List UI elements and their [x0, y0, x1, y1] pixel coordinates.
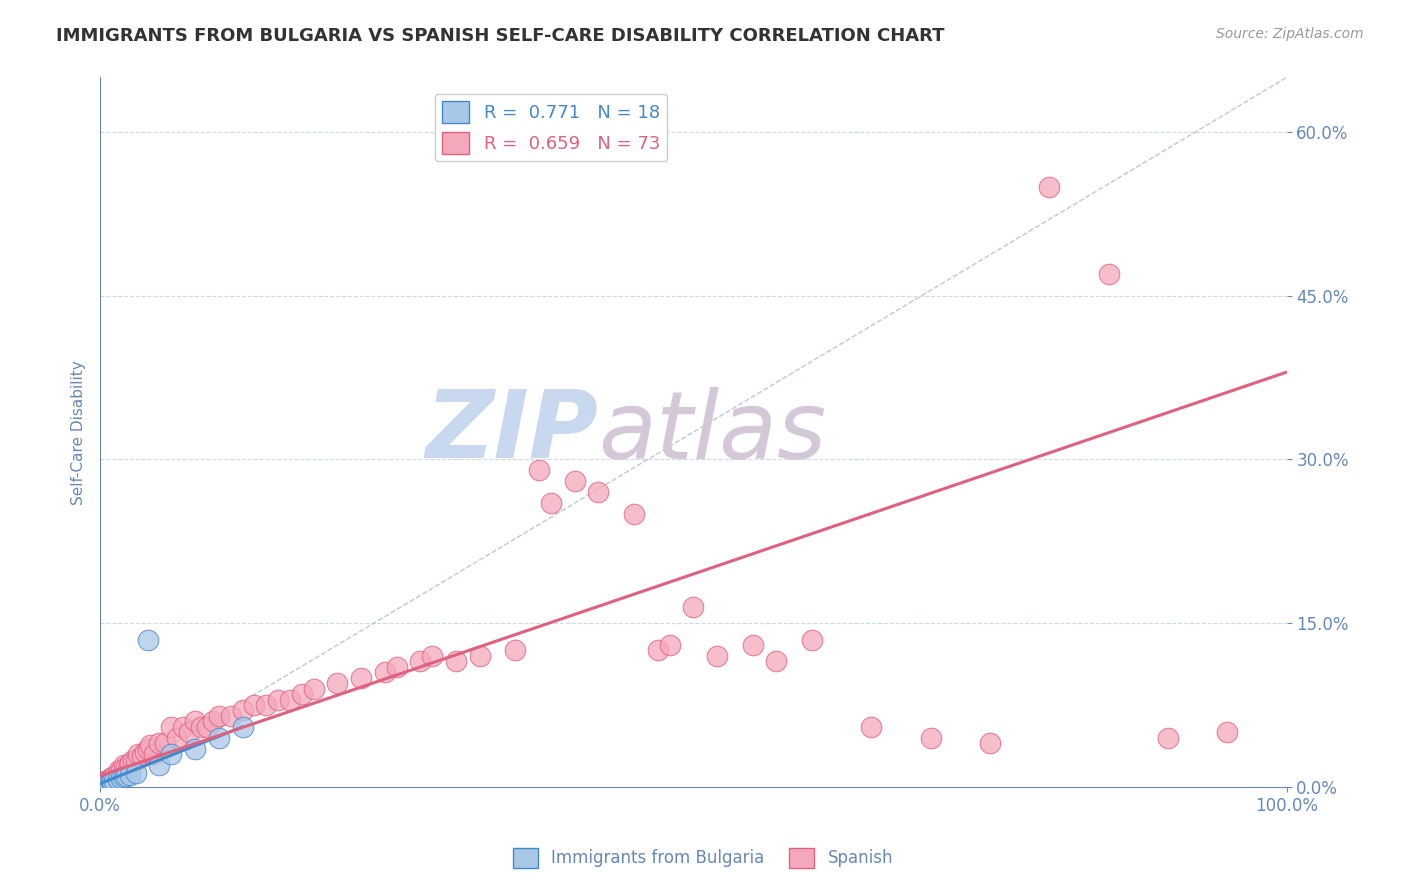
Point — [184, 714, 207, 729]
Point — [142, 747, 165, 761]
Point — [374, 665, 396, 680]
Point — [201, 714, 224, 729]
Point — [112, 758, 135, 772]
Point — [103, 774, 125, 789]
Legend: Immigrants from Bulgaria, Spanish: Immigrants from Bulgaria, Spanish — [506, 841, 900, 875]
Point — [564, 475, 586, 489]
Point — [160, 720, 183, 734]
Point — [97, 776, 120, 790]
Point — [139, 739, 162, 753]
Point — [1157, 731, 1180, 745]
Point — [108, 764, 131, 778]
Point — [278, 692, 301, 706]
Point — [125, 765, 148, 780]
Point — [505, 643, 527, 657]
Point — [979, 736, 1001, 750]
Point — [741, 638, 763, 652]
Point — [658, 638, 681, 652]
Point — [115, 769, 138, 783]
Point — [112, 770, 135, 784]
Point — [107, 772, 129, 787]
Point — [682, 599, 704, 614]
Point — [125, 753, 148, 767]
Point — [623, 507, 645, 521]
Point — [96, 774, 118, 789]
Point — [148, 758, 170, 772]
Point — [1097, 267, 1119, 281]
Point — [350, 671, 373, 685]
Point — [231, 703, 253, 717]
Text: ZIP: ZIP — [426, 386, 599, 478]
Point — [468, 648, 491, 663]
Point — [93, 778, 115, 792]
Point — [801, 632, 824, 647]
Point — [208, 731, 231, 745]
Point — [100, 775, 122, 789]
Point — [94, 776, 117, 790]
Point — [254, 698, 277, 712]
Point — [302, 681, 325, 696]
Point — [148, 736, 170, 750]
Point — [420, 648, 443, 663]
Point — [134, 745, 156, 759]
Y-axis label: Self-Care Disability: Self-Care Disability — [72, 359, 86, 505]
Point — [190, 720, 212, 734]
Point — [110, 764, 132, 778]
Point — [444, 654, 467, 668]
Point — [326, 676, 349, 690]
Point — [118, 768, 141, 782]
Point — [103, 769, 125, 783]
Point — [291, 687, 314, 701]
Point — [101, 774, 124, 789]
Point — [136, 741, 159, 756]
Point — [122, 753, 145, 767]
Point — [166, 731, 188, 745]
Point — [920, 731, 942, 745]
Point — [101, 770, 124, 784]
Point — [98, 772, 121, 787]
Text: atlas: atlas — [599, 386, 827, 477]
Point — [765, 654, 787, 668]
Point — [94, 775, 117, 789]
Text: IMMIGRANTS FROM BULGARIA VS SPANISH SELF-CARE DISABILITY CORRELATION CHART: IMMIGRANTS FROM BULGARIA VS SPANISH SELF… — [56, 27, 945, 45]
Point — [104, 771, 127, 785]
Point — [97, 773, 120, 788]
Legend: R =  0.771   N = 18, R =  0.659   N = 73: R = 0.771 N = 18, R = 0.659 N = 73 — [434, 94, 668, 161]
Point — [540, 496, 562, 510]
Point — [94, 774, 117, 789]
Point — [1038, 179, 1060, 194]
Point — [107, 766, 129, 780]
Point — [243, 698, 266, 712]
Point — [172, 720, 194, 734]
Point — [267, 692, 290, 706]
Point — [385, 660, 408, 674]
Point — [110, 771, 132, 785]
Point — [160, 747, 183, 761]
Point — [860, 720, 883, 734]
Point — [219, 709, 242, 723]
Point — [195, 720, 218, 734]
Point — [131, 749, 153, 764]
Point — [155, 736, 177, 750]
Point — [93, 776, 115, 790]
Point — [588, 485, 610, 500]
Point — [1216, 725, 1239, 739]
Point — [184, 741, 207, 756]
Point — [100, 771, 122, 785]
Point — [409, 654, 432, 668]
Point — [208, 709, 231, 723]
Point — [527, 463, 550, 477]
Point — [136, 632, 159, 647]
Point — [115, 760, 138, 774]
Point — [179, 725, 201, 739]
Point — [706, 648, 728, 663]
Point — [127, 747, 149, 761]
Point — [118, 756, 141, 770]
Point — [231, 720, 253, 734]
Point — [101, 774, 124, 789]
Text: Source: ZipAtlas.com: Source: ZipAtlas.com — [1216, 27, 1364, 41]
Point — [117, 758, 139, 772]
Point — [647, 643, 669, 657]
